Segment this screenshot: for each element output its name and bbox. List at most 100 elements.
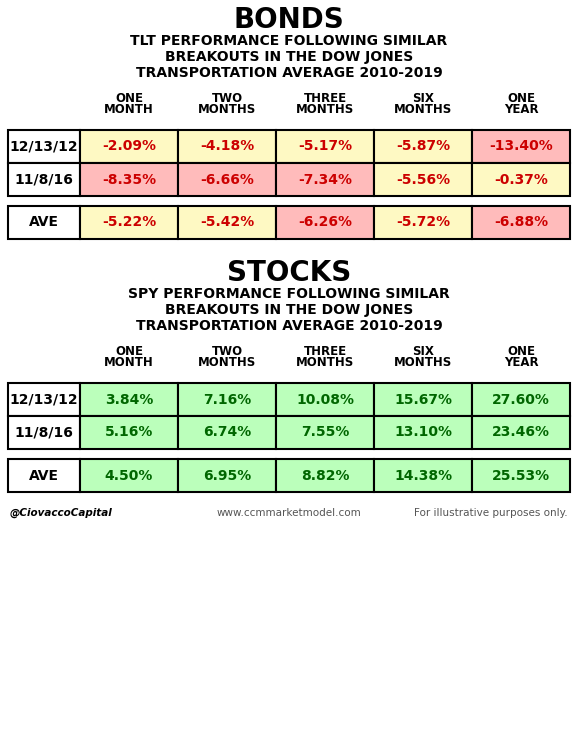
Text: -8.35%: -8.35% [102,173,156,187]
Bar [8,163,80,196]
Text: 7.55%: 7.55% [301,425,349,439]
Text: -5.22%: -5.22% [102,215,156,230]
Text: AVE: AVE [29,468,59,482]
Text: 15.67%: 15.67% [394,392,452,406]
Bar [80,130,178,163]
Text: THREE: THREE [303,345,347,358]
Bar [178,416,276,449]
Bar [8,130,80,163]
Text: MONTHS: MONTHS [296,356,354,369]
Text: -5.42%: -5.42% [200,215,254,230]
Bar [80,459,178,492]
Text: TRANSPORTATION AVERAGE 2010-2019: TRANSPORTATION AVERAGE 2010-2019 [136,66,442,80]
Text: -6.66%: -6.66% [200,173,254,187]
Bar [276,163,374,196]
Text: 14.38%: 14.38% [394,468,452,482]
Bar [374,416,472,449]
Text: YEAR: YEAR [503,103,538,116]
Bar [178,163,276,196]
Text: 6.74%: 6.74% [203,425,251,439]
Text: THREE: THREE [303,92,347,105]
Text: BREAKOUTS IN THE DOW JONES: BREAKOUTS IN THE DOW JONES [165,303,413,317]
Text: YEAR: YEAR [503,356,538,369]
Text: www.ccmmarketmodel.com: www.ccmmarketmodel.com [217,508,361,518]
Text: 8.82%: 8.82% [301,468,349,482]
Bar [472,459,570,492]
Text: TWO: TWO [212,92,243,105]
Text: MONTHS: MONTHS [394,103,452,116]
Text: -0.37%: -0.37% [494,173,548,187]
Bar [178,459,276,492]
Text: SPY PERFORMANCE FOLLOWING SIMILAR: SPY PERFORMANCE FOLLOWING SIMILAR [128,287,450,301]
Bar [276,383,374,416]
Text: 25.53%: 25.53% [492,468,550,482]
Text: -5.56%: -5.56% [396,173,450,187]
Bar [8,416,80,449]
Bar [374,206,472,239]
Text: 7.16%: 7.16% [203,392,251,406]
Text: SIX: SIX [412,92,434,105]
Text: -5.17%: -5.17% [298,140,352,154]
Text: -7.34%: -7.34% [298,173,352,187]
Text: ONE: ONE [115,345,143,358]
Text: MONTH: MONTH [104,103,154,116]
Bar [374,383,472,416]
Text: 23.46%: 23.46% [492,425,550,439]
Text: 27.60%: 27.60% [492,392,550,406]
Text: ONE: ONE [115,92,143,105]
Text: 10.08%: 10.08% [296,392,354,406]
Text: -5.87%: -5.87% [396,140,450,154]
Bar [80,206,178,239]
Text: STOCKS: STOCKS [227,259,351,287]
Text: MONTHS: MONTHS [198,103,256,116]
Bar [178,383,276,416]
Text: -6.26%: -6.26% [298,215,352,230]
Text: 12/13/12: 12/13/12 [10,392,78,406]
Bar [472,206,570,239]
Text: 4.50%: 4.50% [105,468,153,482]
Text: MONTHS: MONTHS [296,103,354,116]
Text: @CiovaccoCapital: @CiovaccoCapital [10,508,113,518]
Bar [8,383,80,416]
Bar [80,163,178,196]
Bar [178,206,276,239]
Text: 3.84%: 3.84% [105,392,153,406]
Bar [276,459,374,492]
Text: -5.72%: -5.72% [396,215,450,230]
Text: MONTHS: MONTHS [394,356,452,369]
Text: 6.95%: 6.95% [203,468,251,482]
Bar [374,459,472,492]
Bar [374,163,472,196]
Bar [276,130,374,163]
Text: For illustrative purposes only.: For illustrative purposes only. [414,508,568,518]
Text: TRANSPORTATION AVERAGE 2010-2019: TRANSPORTATION AVERAGE 2010-2019 [136,319,442,333]
Bar [472,383,570,416]
Bar [80,416,178,449]
Text: BREAKOUTS IN THE DOW JONES: BREAKOUTS IN THE DOW JONES [165,50,413,64]
Text: -4.18%: -4.18% [200,140,254,154]
Text: -6.88%: -6.88% [494,215,548,230]
Bar [374,130,472,163]
Bar [276,416,374,449]
Text: ONE: ONE [507,345,535,358]
Text: -2.09%: -2.09% [102,140,156,154]
Text: 5.16%: 5.16% [105,425,153,439]
Bar [472,416,570,449]
Text: 13.10%: 13.10% [394,425,452,439]
Text: AVE: AVE [29,215,59,230]
Text: TLT PERFORMANCE FOLLOWING SIMILAR: TLT PERFORMANCE FOLLOWING SIMILAR [131,34,447,48]
Text: MONTHS: MONTHS [198,356,256,369]
Text: BONDS: BONDS [234,6,344,34]
Bar [178,130,276,163]
Bar [8,459,80,492]
Text: 11/8/16: 11/8/16 [14,173,73,187]
Bar [8,206,80,239]
Bar [472,130,570,163]
Text: -13.40%: -13.40% [489,140,553,154]
Bar [472,163,570,196]
Text: 12/13/12: 12/13/12 [10,140,78,154]
Bar [80,383,178,416]
Text: ONE: ONE [507,92,535,105]
Text: TWO: TWO [212,345,243,358]
Bar [276,206,374,239]
